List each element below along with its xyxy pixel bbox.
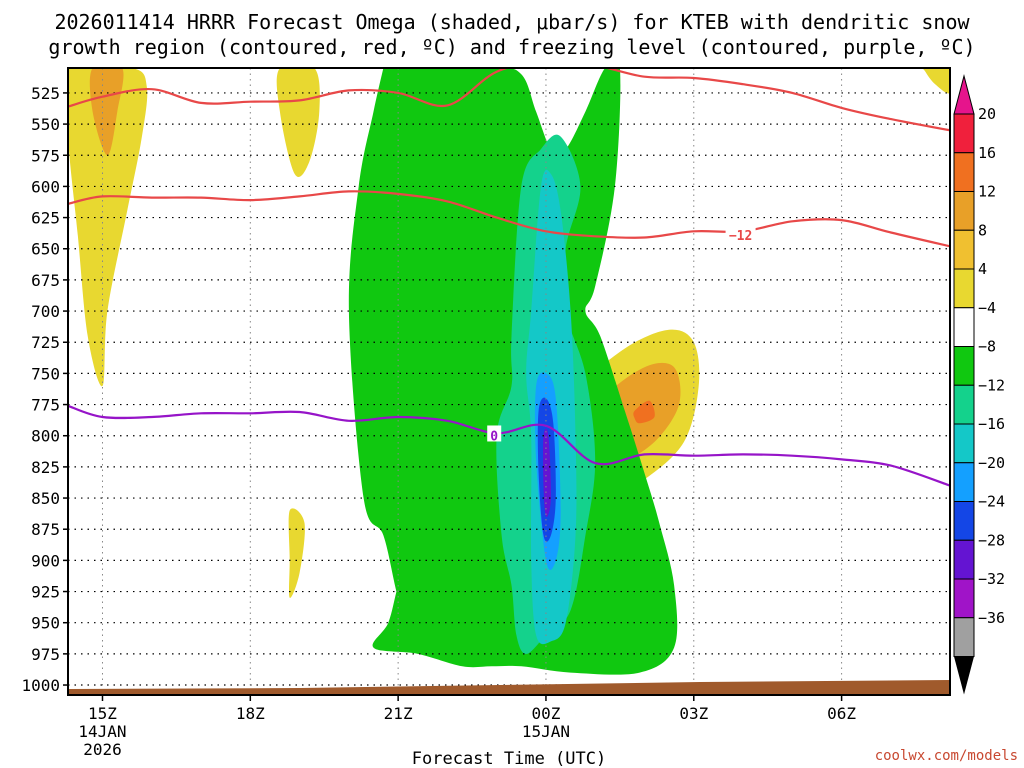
omega-region-10	[288, 508, 305, 598]
credit-text[interactable]: coolwx.com/models	[875, 748, 1018, 764]
y-tick-label-725: 725	[31, 333, 60, 352]
chart-title-line1: 2026011414 HRRR Forecast Omega (shaded, …	[54, 10, 970, 34]
colorbar-label-8: −16	[978, 415, 1005, 433]
contour-label-halo	[487, 425, 502, 442]
contour-dgz_lower_-12C	[68, 190, 950, 248]
x-tick-label-03Z: 03Z	[679, 704, 708, 723]
omega-region-16	[543, 428, 551, 518]
colorbar-swatch-9	[953, 462, 975, 502]
x-tick-label-15Z: 15Z	[88, 704, 117, 723]
colorbar-label-4: 4	[978, 260, 987, 278]
plot-frame	[67, 67, 951, 696]
x-tick-label-00Z: 00Z	[532, 704, 561, 723]
y-tick-label-525: 525	[31, 84, 60, 103]
colorbar-bottom-arrow	[954, 656, 974, 695]
colorbar-swatch-7	[953, 384, 975, 425]
y-tick-label-950: 950	[31, 614, 60, 633]
colorbar-swatch-10	[953, 501, 975, 541]
y-tick-label-700: 700	[31, 302, 60, 321]
omega-region-2	[276, 68, 320, 178]
colorbar-label-12: −32	[978, 570, 1005, 588]
x-tick-label-06Z: 06Z	[827, 704, 856, 723]
colorbar-swatch-3	[953, 229, 975, 270]
contour-dgz_upper_-12C	[68, 68, 950, 132]
y-tick-label-900: 900	[31, 551, 60, 570]
colorbar: 20 16 12 8 4 −4 −8 −12 −16 −20 −24 −28 −32 −36	[953, 74, 1005, 695]
colorbar-label-10: −24	[978, 493, 1005, 511]
colorbar-swatch-4	[953, 268, 975, 309]
x-axis-label: Forecast Time (UTC)	[412, 749, 606, 768]
y-tick-label-1000: 1000	[21, 676, 60, 695]
x-tick-year-15Z: 2026	[83, 740, 122, 759]
colorbar-swatch-13	[953, 617, 975, 657]
x-tick-date-00Z: 15JAN	[522, 722, 570, 741]
colorbar-label-6: −8	[978, 338, 996, 356]
y-tick-label-600: 600	[31, 177, 60, 196]
omega-region-0	[68, 68, 148, 386]
colorbar-label-7: −12	[978, 376, 1005, 394]
colorbar-label-13: −36	[978, 609, 1005, 627]
colorbar-swatch-6	[953, 346, 975, 386]
colorbar-label-0: 20	[978, 105, 996, 123]
y-tick-label-800: 800	[31, 427, 60, 446]
dgz-contour-label: −12	[729, 229, 752, 244]
freezing-contour-label: 0	[490, 430, 498, 445]
y-tick-label-750: 750	[31, 364, 60, 383]
y-tick-label-575: 575	[31, 146, 60, 165]
chart-title-line2: growth region (contoured, red, ºC) and f…	[48, 35, 975, 59]
y-tick-label-850: 850	[31, 489, 60, 508]
colorbar-swatch-2	[953, 191, 975, 231]
omega-region-1	[89, 68, 124, 156]
colorbar-swatch-0	[953, 113, 975, 154]
x-tick-date-15Z: 14JAN	[78, 722, 126, 741]
y-tick-label-775: 775	[31, 396, 60, 415]
y-tick-label-550: 550	[31, 115, 60, 134]
colorbar-swatch-5	[953, 307, 975, 347]
y-tick-label-925: 925	[31, 583, 60, 602]
colorbar-label-5: −4	[978, 299, 996, 317]
colorbar-label-2: 12	[978, 183, 996, 201]
colorbar-swatch-11	[953, 539, 975, 580]
terrain-band	[68, 680, 950, 695]
y-tick-label-675: 675	[31, 271, 60, 290]
y-axis: 525 550 575 600 625 650 675 700 725 750 775 800 825 8…	[21, 84, 68, 695]
omega-layer	[68, 68, 950, 675]
grid-layer	[68, 68, 950, 695]
y-tick-label-625: 625	[31, 209, 60, 228]
y-tick-label-825: 825	[31, 458, 60, 477]
omega-region-4	[923, 68, 950, 94]
y-tick-label-650: 650	[31, 240, 60, 259]
y-tick-label-875: 875	[31, 520, 60, 539]
colorbar-swatch-1	[953, 152, 975, 192]
y-tick-label-975: 975	[31, 645, 60, 664]
colorbar-label-1: 16	[978, 144, 996, 162]
omega-region-7	[633, 400, 655, 424]
colorbar-swatch-8	[953, 423, 975, 464]
colorbar-label-11: −28	[978, 531, 1005, 549]
x-tick-label-21Z: 21Z	[384, 704, 413, 723]
colorbar-label-3: 8	[978, 221, 987, 239]
x-tick-label-18Z: 18Z	[236, 704, 265, 723]
colorbar-swatch-12	[953, 578, 975, 619]
colorbar-top-arrow	[953, 74, 975, 115]
contour-label-halo	[725, 223, 756, 240]
colorbar-label-9: −20	[978, 454, 1005, 472]
